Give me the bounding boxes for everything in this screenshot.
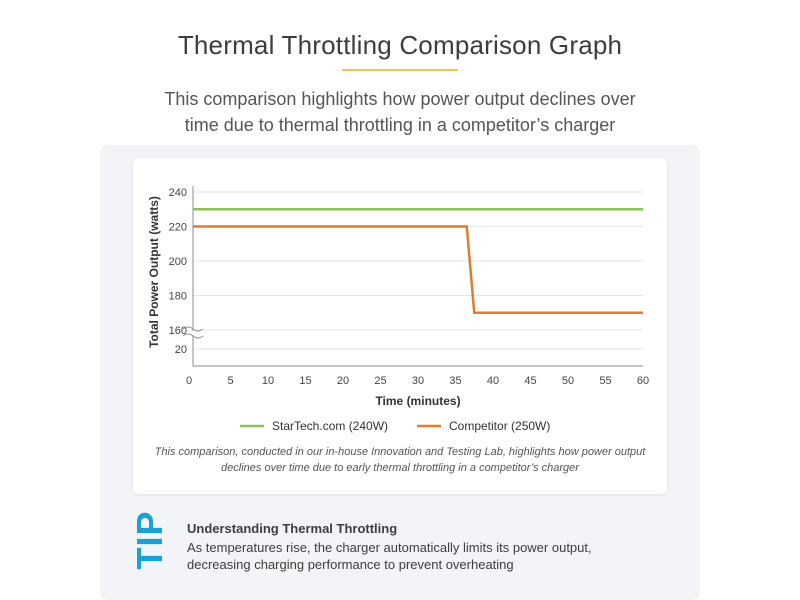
x-tick-label: 25 — [374, 375, 386, 387]
axis-break-mark — [182, 333, 204, 339]
x-tick-label: 20 — [337, 375, 349, 387]
x-tick-label: 40 — [487, 375, 499, 387]
series-line-competitor — [193, 225, 643, 314]
page-title: Thermal Throttling Comparison Graph — [177, 30, 623, 60]
tip-label: TIP — [129, 510, 170, 570]
x-tick-label: 50 — [562, 375, 574, 387]
y-tick-label: 160 — [169, 325, 187, 337]
x-tick-label: 35 — [449, 375, 461, 387]
x-tick-label: 55 — [599, 375, 611, 387]
x-tick-label: 5 — [227, 375, 233, 387]
x-tick-label: 0 — [186, 375, 192, 387]
x-tick-label: 45 — [524, 375, 536, 387]
legend-label: Competitor (250W) — [449, 419, 550, 433]
x-tick-label: 15 — [299, 375, 311, 387]
x-tick-label: 60 — [637, 375, 649, 387]
axis-break-mark — [182, 326, 204, 332]
x-tick-label: 10 — [262, 375, 274, 387]
tip-body: As temperatures rise, the charger automa… — [187, 540, 592, 572]
y-tick-label: 220 — [169, 222, 187, 234]
chart-card — [133, 158, 667, 494]
chart-caption: This comparison, conducted in our in-hou… — [154, 446, 646, 474]
x-tick-label: 30 — [412, 375, 424, 387]
y-tick-label: 180 — [169, 291, 187, 303]
page-subtitle: This comparison highlights how power out… — [164, 89, 636, 135]
y-tick-label: 240 — [169, 187, 187, 199]
y-axis-title: Total Power Output (watts) — [147, 196, 161, 348]
axis-break-gap — [192, 331, 195, 335]
tip-heading: Understanding Thermal Throttling — [187, 521, 398, 536]
y-tick-label: 200 — [169, 256, 187, 268]
x-axis-title: Time (minutes) — [375, 394, 460, 408]
y-tick-label: 20 — [175, 344, 187, 356]
title-underline — [342, 69, 458, 71]
legend-label: StarTech.com (240W) — [272, 419, 388, 433]
